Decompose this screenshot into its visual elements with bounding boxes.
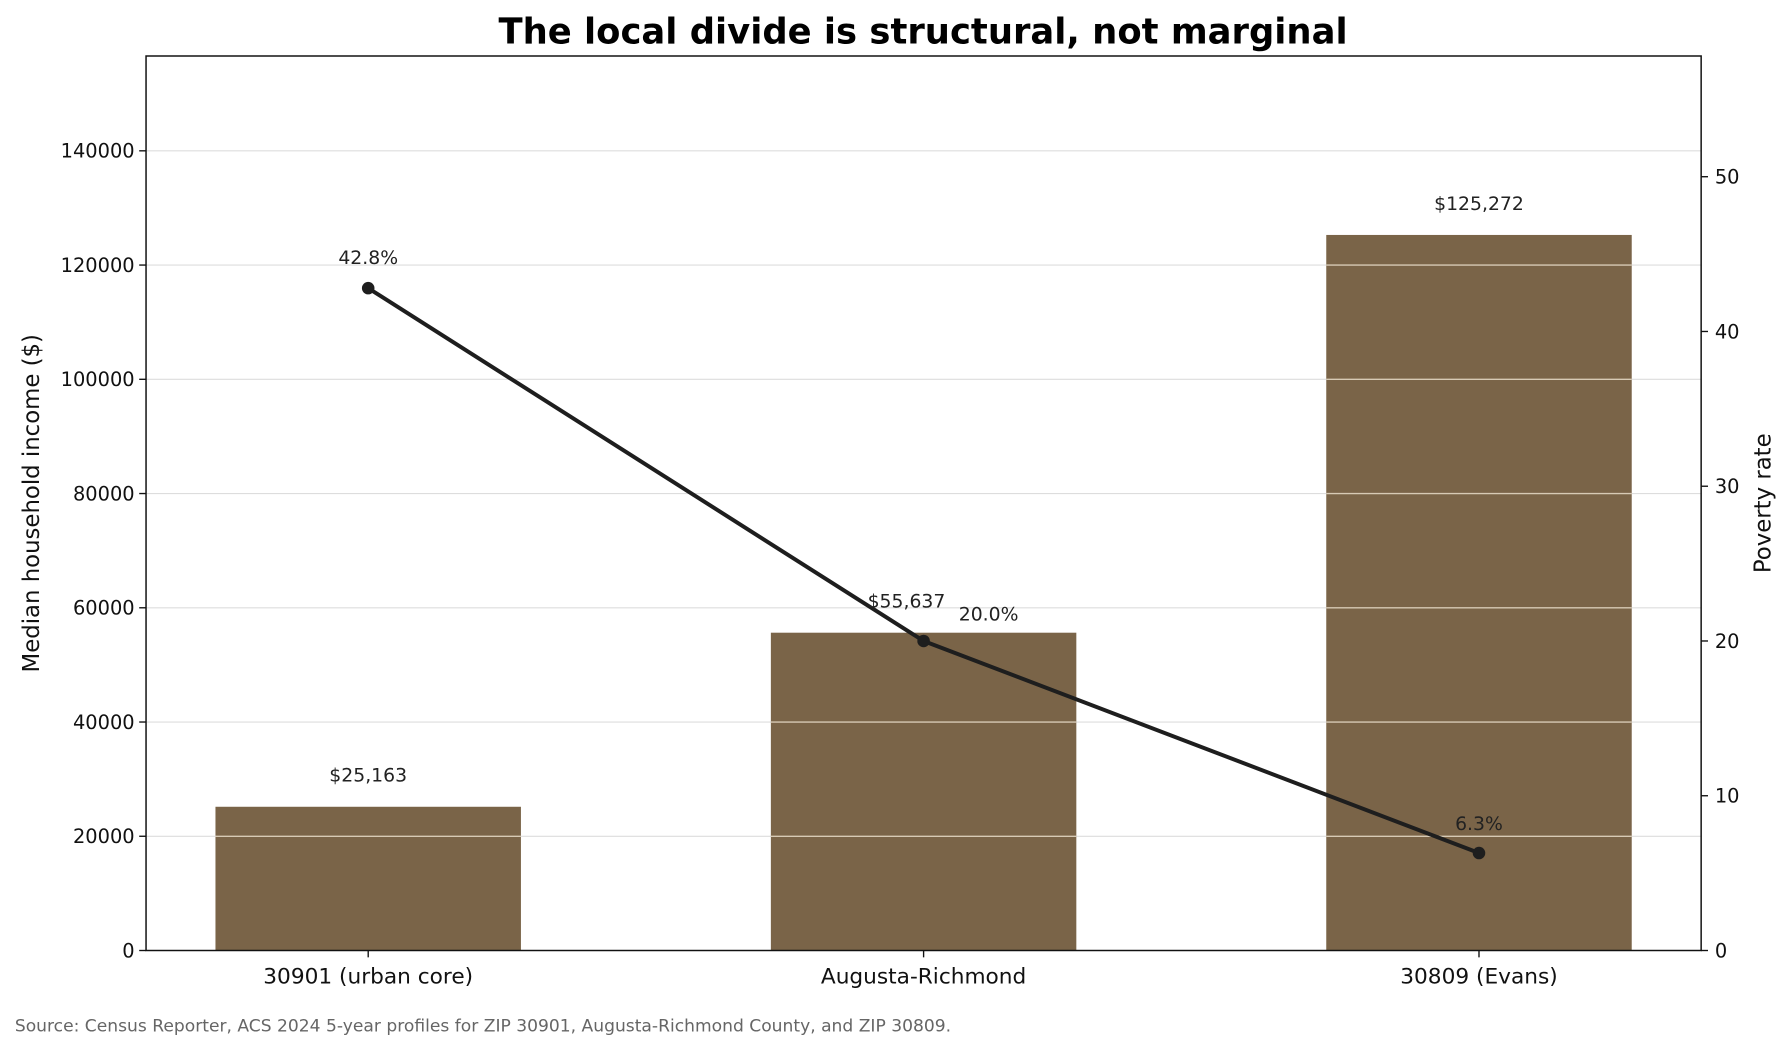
- y-tick-label: 120000: [61, 254, 135, 277]
- y2-tick-label: 30: [1715, 475, 1740, 498]
- y-tick-label: 140000: [61, 140, 135, 163]
- bar-value-label: $55,637: [868, 592, 946, 613]
- y-axis-left: 0 20000 40000 60000 80000 100000 120000 140000: [61, 140, 147, 962]
- poverty-value-label: 42.8%: [338, 248, 398, 269]
- bar-2: [1326, 234, 1632, 951]
- bars: [215, 234, 1632, 951]
- y-tick-label: 60000: [73, 597, 135, 620]
- poverty-point-0: [361, 281, 375, 295]
- y-axis-label: Median household income ($): [19, 334, 45, 672]
- y-tick-label: 80000: [73, 482, 135, 505]
- y-tick-label: 100000: [61, 368, 135, 391]
- y2-tick-label: 10: [1715, 785, 1740, 808]
- y-tick-label: 40000: [73, 711, 135, 734]
- y2-tick-label: 40: [1715, 320, 1740, 343]
- y-tick-label: 20000: [73, 825, 135, 848]
- x-tick-label: 30901 (urban core): [263, 965, 473, 990]
- poverty-line: [361, 281, 1486, 860]
- chart-title: The local divide is structural, not marg…: [498, 11, 1347, 52]
- poverty-point-2: [1472, 846, 1486, 860]
- poverty-value-label: 6.3%: [1455, 814, 1503, 835]
- gridlines-over-bars: [215, 264, 1632, 837]
- bar-0: [215, 806, 521, 951]
- x-tick-label: Augusta-Richmond: [821, 965, 1026, 990]
- bar-value-label: $125,272: [1434, 194, 1524, 215]
- source-note: Source: Census Reporter, ACS 2024 5-year…: [15, 1017, 951, 1037]
- poverty-value-label: 20.0%: [959, 604, 1019, 625]
- bar-1: [770, 632, 1077, 951]
- x-axis: 30901 (urban core) Augusta-Richmond 30809 …: [263, 950, 1558, 990]
- gridlines: [146, 150, 1702, 837]
- y2-tick-label: 0: [1715, 939, 1727, 962]
- x-tick-label: 30809 (Evans): [1400, 965, 1557, 990]
- bar-value-label: $25,163: [329, 766, 407, 787]
- y2-axis-label: Poverty rate: [1751, 433, 1777, 573]
- y-axis-right: 0 10 20 30 40 50: [1701, 166, 1740, 962]
- data-labels: $25,163 $55,637 $125,272 42.8% 20.0% 6.3%: [329, 194, 1524, 835]
- y2-tick-label: 20: [1715, 630, 1740, 653]
- poverty-point-1: [917, 634, 930, 648]
- y-tick-label: 0: [122, 939, 134, 962]
- y2-tick-label: 50: [1715, 166, 1740, 189]
